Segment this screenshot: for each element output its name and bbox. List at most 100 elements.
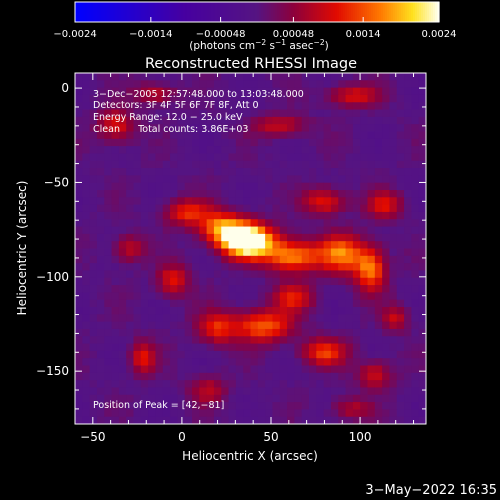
- heatmap-cell: [162, 219, 171, 228]
- heatmap-cell: [243, 299, 251, 308]
- heatmap-cell: [140, 248, 149, 257]
- heatmap-cell: [243, 211, 251, 220]
- heatmap-cell: [170, 190, 178, 198]
- heatmap-cell: [411, 109, 420, 118]
- colorbar-cell: [203, 2, 206, 22]
- heatmap-cell: [257, 219, 266, 228]
- heatmap-cell: [221, 343, 230, 352]
- colorbar-cell: [129, 2, 132, 22]
- heatmap-cell: [118, 168, 127, 176]
- heatmap-cell: [330, 358, 339, 366]
- heatmap-cell: [213, 102, 222, 111]
- heatmap-cell: [265, 175, 273, 184]
- heatmap-cell: [155, 109, 164, 118]
- heatmap-cell: [323, 87, 332, 96]
- heatmap-cell: [352, 321, 361, 330]
- heatmap-cell: [111, 94, 120, 103]
- heatmap-cell: [206, 153, 215, 162]
- heatmap-cell: [118, 277, 127, 286]
- heatmap-cell: [118, 416, 127, 425]
- heatmap-cell: [345, 358, 354, 366]
- heatmap-cell: [389, 336, 398, 345]
- heatmap-cell: [367, 204, 376, 213]
- heatmap-cell: [360, 387, 368, 396]
- heatmap-cell: [199, 409, 208, 418]
- heatmap-cell: [345, 336, 354, 345]
- heatmap-cell: [126, 153, 134, 162]
- heatmap-cell: [389, 263, 398, 271]
- heatmap-cell: [162, 409, 171, 418]
- heatmap-cell: [89, 394, 98, 403]
- heatmap-cell: [140, 365, 149, 374]
- heatmap-cell: [389, 160, 398, 169]
- heatmap-cell: [323, 299, 332, 308]
- heatmap-cell: [228, 394, 237, 403]
- heatmap-cell: [89, 226, 98, 235]
- colorbar-cell: [123, 2, 126, 22]
- heatmap-cell: [411, 365, 420, 374]
- heatmap-cell: [235, 277, 244, 286]
- colorbar-cell: [223, 2, 226, 22]
- heatmap-cell: [228, 270, 237, 279]
- colorbar-cell: [121, 2, 124, 22]
- heatmap-cell: [140, 87, 149, 96]
- heatmap-cell: [389, 124, 398, 132]
- heatmap-cell: [184, 394, 193, 403]
- heatmap-cell: [228, 358, 237, 366]
- colorbar-cell: [335, 2, 338, 22]
- heatmap-cell: [265, 394, 273, 403]
- heatmap-cell: [367, 409, 376, 418]
- heatmap-cell: [404, 365, 412, 374]
- heatmap-cell: [206, 328, 215, 337]
- heatmap-cell: [316, 402, 325, 410]
- heatmap-cell: [192, 211, 200, 220]
- heatmap-cell: [177, 402, 186, 410]
- heatmap-cell: [82, 131, 91, 140]
- heatmap-cell: [418, 328, 427, 337]
- heatmap-cell: [192, 241, 200, 249]
- heatmap-cell: [192, 226, 200, 235]
- heatmap-cell: [382, 255, 390, 264]
- heatmap-cell: [82, 270, 91, 279]
- heatmap-cell: [75, 233, 83, 242]
- heatmap-cell: [111, 285, 120, 293]
- heatmap-cell: [235, 102, 244, 111]
- heatmap-cell: [184, 116, 193, 125]
- heatmap-cell: [396, 380, 405, 388]
- heatmap-cell: [411, 314, 420, 323]
- heatmap-cell: [118, 314, 127, 323]
- heatmap-cell: [265, 211, 273, 220]
- colorbar-cell: [113, 2, 116, 22]
- heatmap-cell: [140, 343, 149, 352]
- heatmap-cell: [199, 248, 208, 257]
- heatmap-cell: [177, 182, 186, 191]
- heatmap-cell: [287, 299, 295, 308]
- heatmap-cell: [316, 109, 325, 118]
- heatmap-cell: [104, 270, 113, 279]
- heatmap-cell: [316, 146, 325, 154]
- heatmap-cell: [118, 204, 127, 213]
- heatmap-cell: [192, 321, 200, 330]
- heatmap-cell: [374, 190, 383, 198]
- heatmap-cell: [330, 204, 339, 213]
- colorbar-cell: [245, 2, 248, 22]
- heatmap-cell: [235, 116, 244, 125]
- heatmap-cell: [323, 409, 332, 418]
- annotation-time-range: 3−Dec−2005 12:57:48.000 to 13:03:48.000: [93, 89, 304, 100]
- heatmap-cell: [140, 321, 149, 330]
- heatmap-cell: [294, 350, 303, 359]
- heatmap-cell: [330, 116, 339, 125]
- heatmap-cell: [294, 387, 303, 396]
- heatmap-cell: [111, 248, 120, 257]
- heatmap-cell: [352, 87, 361, 96]
- heatmap-cell: [352, 124, 361, 132]
- heatmap-cell: [199, 299, 208, 308]
- heatmap-cell: [82, 102, 91, 111]
- heatmap-cell: [192, 343, 200, 352]
- heatmap-cell: [243, 314, 251, 323]
- heatmap-cell: [279, 138, 288, 147]
- heatmap-cell: [192, 131, 200, 140]
- heatmap-cell: [265, 94, 273, 103]
- heatmap-cell: [382, 336, 390, 345]
- heatmap-cell: [148, 394, 156, 403]
